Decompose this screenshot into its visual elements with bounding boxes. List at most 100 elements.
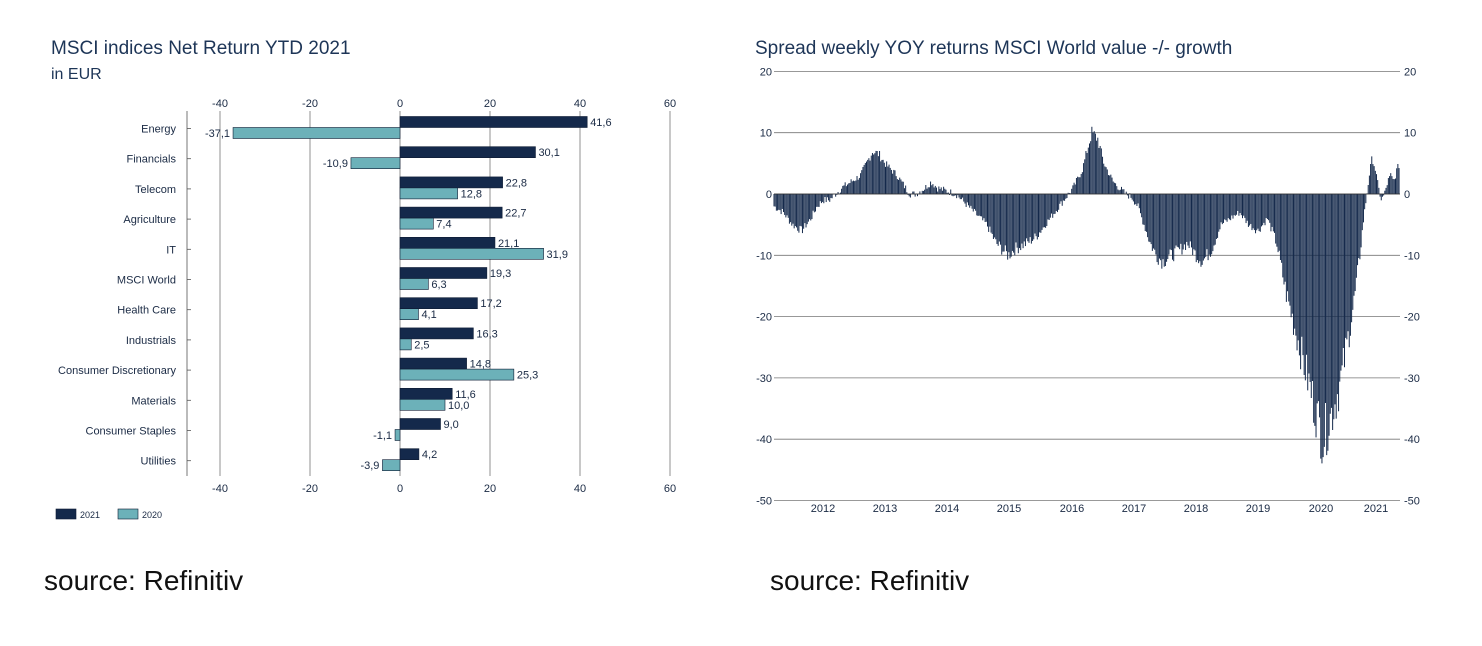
data-label: 10,0 xyxy=(448,400,469,412)
data-label: -10,9 xyxy=(323,158,348,170)
bar-2020 xyxy=(399,338,412,351)
bar-2020 xyxy=(399,308,419,321)
bar-2020 xyxy=(399,248,544,260)
bar-2020 xyxy=(382,459,401,472)
x-year-label: 2012 xyxy=(811,503,835,515)
data-label: -37,1 xyxy=(205,128,230,140)
data-label: 7,4 xyxy=(436,219,451,231)
data-label: 16,3 xyxy=(476,328,497,340)
y-tick-label-left: -30 xyxy=(756,373,772,385)
data-label: 14,8 xyxy=(470,359,491,371)
x-year-label: 2018 xyxy=(1184,503,1208,515)
category-label: Utilities xyxy=(141,456,177,468)
bar-2021 xyxy=(399,327,474,340)
y-tick-label-left: 20 xyxy=(760,66,772,78)
right-chart-title: Spread weekly YOY returns MSCI World val… xyxy=(755,38,1233,59)
y-tick-label-left: -50 xyxy=(756,496,772,508)
data-label: 9,0 xyxy=(444,419,459,431)
left-chart-subtitle: in EUR xyxy=(51,66,102,83)
data-label: 25,3 xyxy=(517,370,538,382)
bar-2020 xyxy=(394,429,401,441)
x-tick-label-top: -20 xyxy=(302,98,318,110)
data-label: 22,7 xyxy=(505,208,526,220)
data-label: 19,3 xyxy=(490,268,511,280)
x-tick-label-top: -40 xyxy=(212,98,228,110)
category-label: Consumer Discretionary xyxy=(58,365,176,377)
category-label: Telecom xyxy=(135,184,176,196)
x-tick-label-bottom: -40 xyxy=(212,483,228,495)
category-label: Agriculture xyxy=(123,214,176,226)
y-tick-label-left: 10 xyxy=(760,128,772,140)
data-label: 30,1 xyxy=(538,147,559,159)
x-year-label: 2015 xyxy=(997,503,1021,515)
category-label: Consumer Staples xyxy=(86,426,177,438)
y-tick-label-right: -10 xyxy=(1404,250,1420,262)
data-label: 17,2 xyxy=(480,298,501,310)
x-year-label: 2019 xyxy=(1246,503,1270,515)
category-label: Financials xyxy=(126,154,176,166)
x-year-label: 2017 xyxy=(1122,503,1146,515)
x-tick-label-bottom: 20 xyxy=(484,483,496,495)
bar-2021 xyxy=(399,418,441,430)
left-source-note: source: Refinitiv xyxy=(44,565,244,596)
x-year-label: 2020 xyxy=(1309,503,1333,515)
bar-2020 xyxy=(399,217,434,230)
x-year-label: 2014 xyxy=(935,503,959,515)
y-tick-label-right: -30 xyxy=(1404,373,1420,385)
data-label: 41,6 xyxy=(590,117,611,129)
category-label: IT xyxy=(166,244,176,256)
y-tick-label-left: -40 xyxy=(756,434,772,446)
bar-2020 xyxy=(350,157,401,169)
data-label: -1,1 xyxy=(373,430,392,442)
category-label: Health Care xyxy=(117,305,176,317)
category-label: Energy xyxy=(141,124,176,136)
data-label: 11,6 xyxy=(455,389,476,401)
y-tick-label-right: 20 xyxy=(1404,66,1416,78)
x-year-label: 2016 xyxy=(1060,503,1084,515)
data-label: 21,1 xyxy=(498,238,519,250)
y-tick-label-right: 10 xyxy=(1404,128,1416,140)
y-tick-label-right: -50 xyxy=(1404,496,1420,508)
y-tick-label-left: -10 xyxy=(756,250,772,262)
legend-swatch-2020 xyxy=(117,508,139,520)
right-source-note: source: Refinitiv xyxy=(770,565,970,596)
legend-label-2020: 2020 xyxy=(142,510,162,520)
bar-2020 xyxy=(399,398,446,411)
y-tick-label-left: 0 xyxy=(766,189,772,201)
bar-2020 xyxy=(232,127,401,139)
legend-label-2021: 2021 xyxy=(80,510,100,520)
x-year-label: 2021 xyxy=(1364,503,1388,515)
category-label: Industrials xyxy=(126,335,177,347)
bar-2021 xyxy=(399,116,588,128)
data-label: 6,3 xyxy=(431,279,446,291)
x-tick-label-top: 0 xyxy=(397,98,403,110)
data-label: -3,9 xyxy=(360,460,379,472)
y-tick-label-right: -20 xyxy=(1404,312,1420,324)
data-label: 31,9 xyxy=(547,249,568,261)
x-tick-label-bottom: -20 xyxy=(302,483,318,495)
left-chart-title: MSCI indices Net Return YTD 2021 xyxy=(51,38,351,59)
x-tick-label-top: 60 xyxy=(664,98,676,110)
legend-swatch-2021 xyxy=(55,508,77,520)
x-tick-label-top: 20 xyxy=(484,98,496,110)
y-tick-label-left: -20 xyxy=(756,312,772,324)
y-tick-label-right: -40 xyxy=(1404,434,1420,446)
x-tick-label-bottom: 60 xyxy=(664,483,676,495)
x-tick-label-bottom: 40 xyxy=(574,483,586,495)
data-label: 22,8 xyxy=(506,177,527,189)
x-tick-label-top: 40 xyxy=(574,98,586,110)
y-tick-label-right: 0 xyxy=(1404,189,1410,201)
data-label: 12,8 xyxy=(461,188,482,200)
bar-2020 xyxy=(399,278,429,290)
category-label: Materials xyxy=(131,395,176,407)
data-label: 4,2 xyxy=(422,449,437,461)
bar-2020 xyxy=(399,368,515,381)
x-year-label: 2013 xyxy=(873,503,897,515)
data-label: 2,5 xyxy=(414,339,429,351)
data-label: 4,1 xyxy=(421,309,436,321)
x-tick-label-bottom: 0 xyxy=(397,483,403,495)
category-label: MSCI World xyxy=(117,275,176,287)
bar-2020 xyxy=(399,187,458,200)
